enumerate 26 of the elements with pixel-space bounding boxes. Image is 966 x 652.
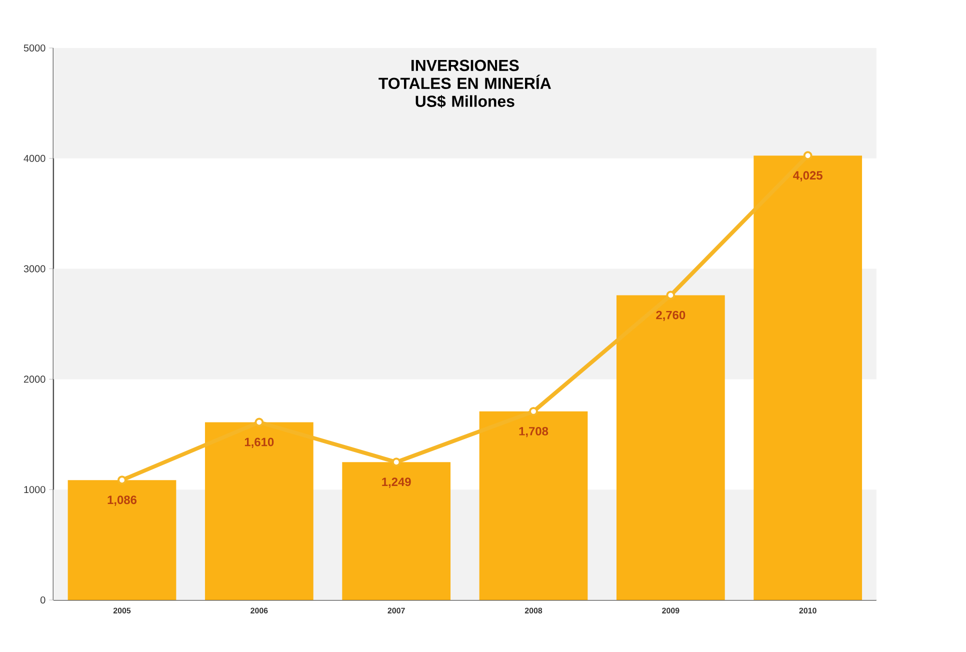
point (118, 476, 126, 485)
y-tick-label: 0 (40, 596, 46, 604)
point (392, 458, 401, 467)
point (529, 406, 538, 416)
data-label: 2,760 (656, 310, 686, 322)
bar (204, 422, 314, 600)
data-label: 1,249 (382, 478, 411, 488)
bar (754, 156, 862, 600)
y-tick-label: 3000 (24, 265, 46, 272)
point (666, 290, 676, 300)
y-tick-label: 2000 (24, 376, 46, 383)
text: US$ Millones (416, 94, 514, 108)
data-label: 4,025 (793, 171, 822, 182)
bar (479, 411, 588, 600)
y-tick-label: 5000 (24, 44, 46, 52)
text: INVERSIONES TOTALES EN MINERÍA (378, 60, 551, 90)
bar (342, 462, 451, 600)
data-label: 1,708 (519, 426, 548, 438)
y-tick-label: 4000 (24, 154, 46, 162)
point (803, 151, 812, 160)
bar (68, 480, 176, 600)
data-label: 1,610 (244, 438, 274, 448)
point (254, 418, 264, 427)
data-label: 1,086 (108, 496, 137, 506)
y-tick-label: 1000 (24, 486, 46, 494)
bar (616, 295, 725, 600)
